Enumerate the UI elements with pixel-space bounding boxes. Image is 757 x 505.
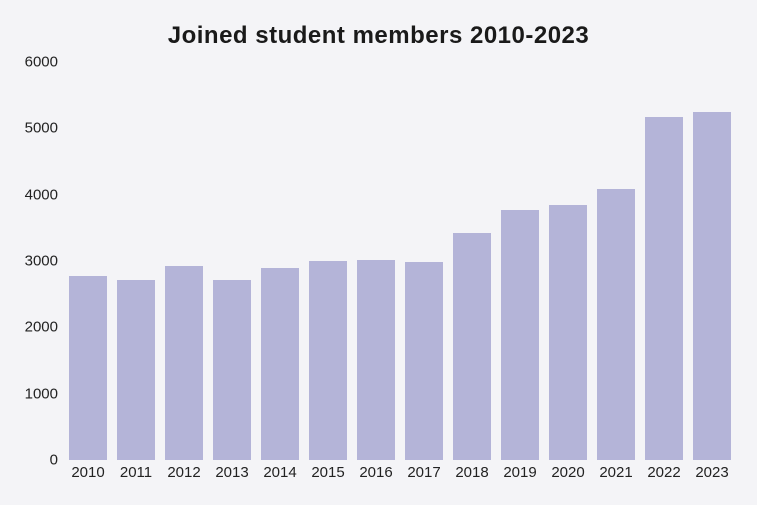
x-axis-tick-label: 2010 (71, 460, 104, 481)
x-axis-tick-label: 2016 (359, 460, 392, 481)
bar (357, 260, 394, 460)
x-axis-tick-label: 2014 (263, 460, 296, 481)
y-axis-tick-label: 3000 (25, 253, 64, 270)
x-axis-tick-label: 2015 (311, 460, 344, 481)
y-axis-tick-label: 4000 (25, 186, 64, 203)
x-axis-tick-label: 2020 (551, 460, 584, 481)
x-axis-tick-label: 2013 (215, 460, 248, 481)
y-axis-tick-label: 5000 (25, 120, 64, 137)
bar (165, 266, 202, 460)
x-axis-tick-label: 2022 (647, 460, 680, 481)
y-axis-tick-label: 6000 (25, 54, 64, 71)
bar (549, 205, 586, 460)
bar (261, 268, 298, 460)
bar (309, 261, 346, 460)
bar (213, 280, 250, 460)
bar (597, 189, 634, 460)
bar (405, 262, 442, 460)
bar (501, 210, 538, 460)
bar (693, 112, 730, 460)
x-axis-tick-label: 2019 (503, 460, 536, 481)
bar (453, 233, 490, 460)
y-axis-tick-label: 0 (50, 452, 64, 469)
x-axis-tick-label: 2023 (695, 460, 728, 481)
x-axis-tick-label: 2011 (120, 460, 152, 481)
x-axis-tick-label: 2012 (167, 460, 200, 481)
bar (117, 280, 154, 460)
y-axis-tick-label: 2000 (25, 319, 64, 336)
bar (69, 276, 106, 460)
bar (645, 117, 682, 460)
chart-title: Joined student members 2010-2023 (0, 22, 757, 50)
y-axis-tick-label: 1000 (25, 385, 64, 402)
x-axis-tick-label: 2021 (599, 460, 632, 481)
x-axis-tick-label: 2018 (455, 460, 488, 481)
bar-chart-plot: 0100020003000400050006000201020112012201… (64, 62, 736, 460)
x-axis-tick-label: 2017 (407, 460, 440, 481)
